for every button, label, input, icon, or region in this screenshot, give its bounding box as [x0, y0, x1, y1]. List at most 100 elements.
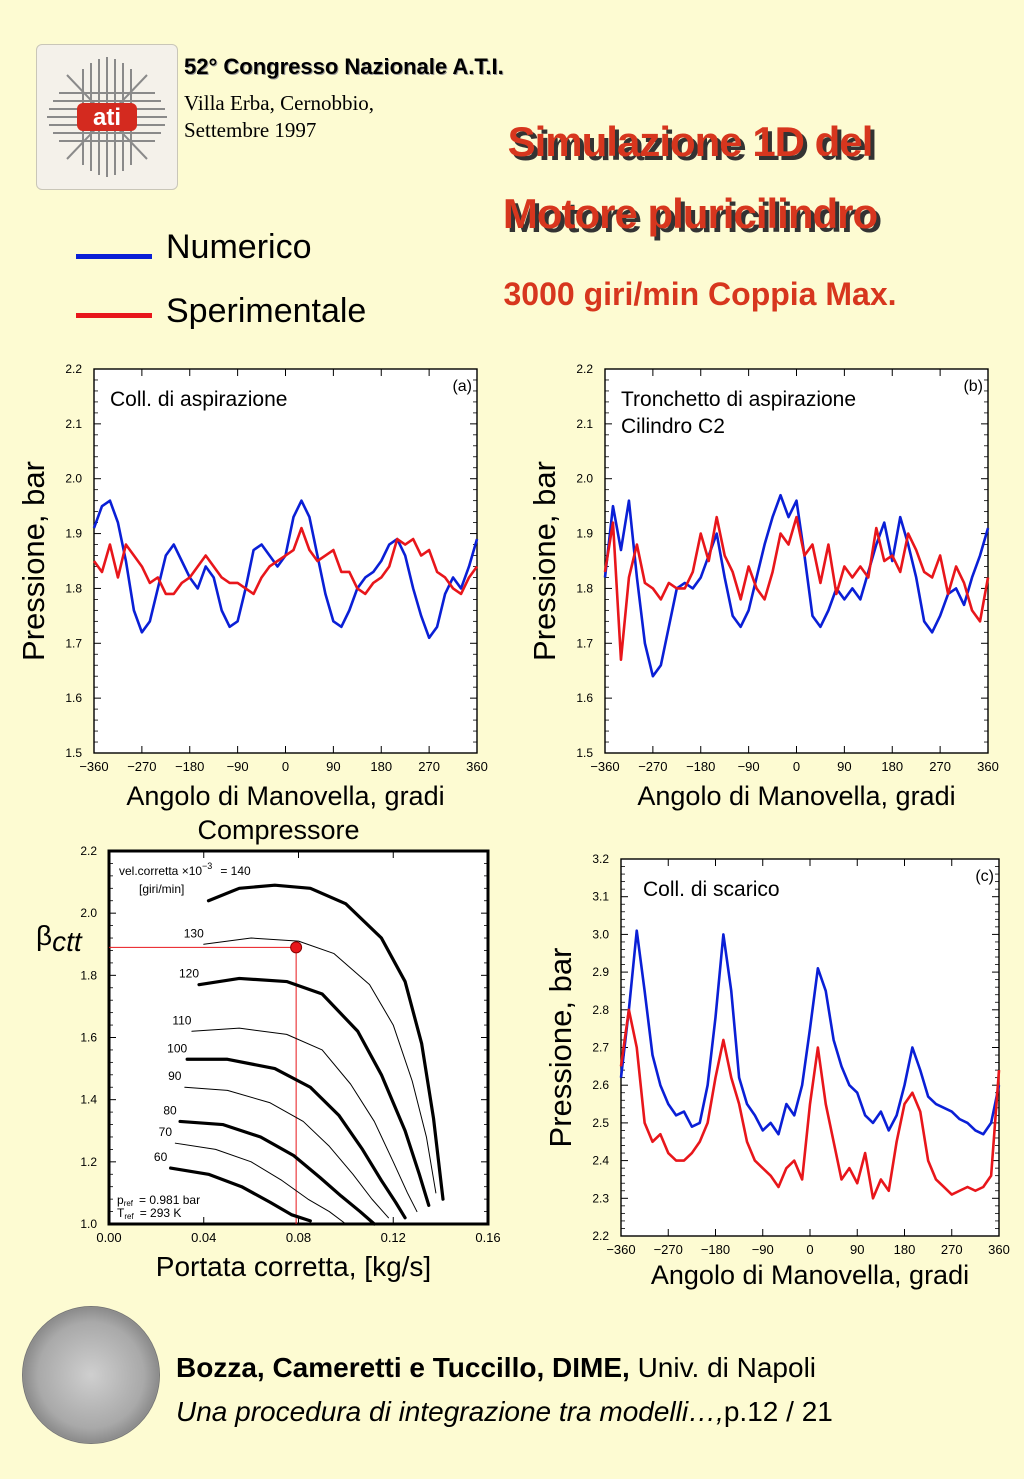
- pref-value: = 0.981 bar: [139, 1193, 200, 1207]
- speed-label-100: 100: [167, 1041, 187, 1055]
- panel-xlabel: Angolo di Manovella, gradi: [651, 1260, 969, 1290]
- series-line-numerico: [603, 493, 990, 678]
- y-tick-label: 3.0: [592, 927, 609, 941]
- plot-frame: [604, 368, 989, 754]
- x-tick-label: −90: [227, 759, 249, 774]
- panel-ylabel: Pressione, bar: [16, 461, 51, 661]
- x-tick-label: 360: [988, 1242, 1010, 1257]
- x-tick-label: 0.16: [475, 1230, 500, 1245]
- x-tick-label: 0.08: [286, 1230, 311, 1245]
- operating-point: [290, 941, 303, 954]
- pref-subscript: ref: [124, 1199, 134, 1208]
- panel-tag: (a): [452, 378, 472, 395]
- y-tick-label: 1.0: [80, 1217, 97, 1231]
- speed-label-130: 130: [184, 926, 204, 940]
- speed-label-60: 60: [154, 1150, 168, 1164]
- speed-line-90: [184, 1086, 390, 1219]
- x-tick-label: −90: [738, 759, 760, 774]
- speed-label-header: vel.corretta ×10−3 = 140: [119, 861, 251, 878]
- x-tick-label: 90: [837, 759, 851, 774]
- x-tick-label: −180: [701, 1242, 730, 1257]
- pref-note: pref = 0.981 bar: [117, 1193, 200, 1208]
- footer-paper: Una procedura di integrazione tra modell…: [176, 1396, 833, 1428]
- y-tick-label: 2.2: [576, 362, 593, 376]
- x-tick-label: −360: [606, 1242, 635, 1257]
- speed-line-70: [174, 1142, 347, 1225]
- y-tick-label: 2.4: [592, 1154, 609, 1168]
- speed-line-130: [203, 937, 437, 1194]
- footer-authors: Bozza, Cameretti e Tuccillo, DIME, Univ.…: [176, 1352, 816, 1384]
- university-seal: [22, 1306, 160, 1444]
- speed-label-exp: −3: [202, 861, 212, 871]
- x-tick-label: 0.04: [191, 1230, 216, 1245]
- panel-tag: (b): [963, 378, 983, 395]
- compressor-xlabel: Portata corretta, [kg/s]: [156, 1251, 431, 1282]
- x-tick-label: −360: [79, 759, 108, 774]
- y-tick-label: 1.9: [576, 527, 593, 541]
- y-tick-label: 1.8: [65, 581, 82, 595]
- y-tick-label: 1.7: [65, 636, 82, 650]
- plot-frame: [107, 849, 490, 1226]
- y-tick-label: 2.7: [592, 1041, 609, 1055]
- chart-a: −360 −270 −180 −90 0 90 180 270 360 1.5 1.6 1.7 1.8 1…: [16, 362, 488, 811]
- x-tick-label: 180: [881, 759, 903, 774]
- speed-label-prefix: vel.corretta ×10: [119, 864, 202, 878]
- speed-line-100: [185, 1057, 407, 1220]
- speed-label-80: 80: [163, 1103, 177, 1117]
- tref-subscript: ref: [124, 1212, 134, 1221]
- legend-label-sperimentale: Sperimentale: [166, 292, 367, 330]
- y-tick-label: 2.0: [65, 472, 82, 486]
- x-tick-label: 360: [977, 759, 999, 774]
- y-tick-label: 2.0: [80, 906, 97, 920]
- x-tick-label: 180: [370, 759, 392, 774]
- congress-venue: Villa Erba, Cernobbio, Settembre 1997: [184, 90, 374, 144]
- series-line-sperimentale: [603, 515, 990, 662]
- x-tick-label: 180: [894, 1242, 916, 1257]
- y-tick-label: 2.2: [80, 844, 97, 858]
- compressor-ylabel-beta: β: [36, 920, 52, 951]
- y-tick-label: 1.8: [80, 968, 97, 982]
- y-tick-label: 2.5: [592, 1116, 609, 1130]
- y-tick-label: 1.4: [80, 1093, 97, 1107]
- speed-line-80: [178, 1119, 376, 1226]
- series-line-numerico: [619, 929, 1001, 1136]
- footer-paper-title: Una procedura di integrazione tra modell…: [176, 1396, 724, 1427]
- x-tick-label: 270: [941, 1242, 963, 1257]
- legend-swatch-sperimentale: [76, 313, 152, 318]
- y-tick-label: 2.3: [592, 1191, 609, 1205]
- panel-annotation: Coll. di scarico: [643, 878, 780, 901]
- x-tick-label: 270: [418, 759, 440, 774]
- x-tick-label: −180: [686, 759, 715, 774]
- series-line-sperimentale: [619, 1008, 1001, 1200]
- x-tick-label: 0.12: [381, 1230, 406, 1245]
- y-tick-label: 2.8: [592, 1003, 609, 1017]
- y-tick-label: 2.2: [592, 1229, 609, 1243]
- legend-swatch-numerico: [76, 254, 152, 259]
- y-tick-label: 1.6: [65, 691, 82, 705]
- ati-logo-text: ati: [93, 104, 121, 131]
- ati-logo-graphic: ati: [47, 57, 167, 177]
- y-tick-label: 2.6: [592, 1078, 609, 1092]
- panel-annotation-line-1: Tronchetto di aspirazione: [621, 388, 856, 411]
- footer-authors-names: Bozza, Cameretti e Tuccillo, DIME,: [176, 1352, 630, 1383]
- x-tick-label: 360: [466, 759, 488, 774]
- speed-label-first: = 140: [220, 864, 251, 878]
- y-tick-label: 3.1: [592, 890, 609, 904]
- legend-label-numerico: Numerico: [166, 228, 312, 266]
- speed-line-120: [197, 976, 431, 1207]
- congress-title: 52° Congresso Nazionale A.T.I.: [184, 54, 504, 79]
- x-tick-label: 0.00: [96, 1230, 121, 1245]
- y-tick-label: 1.6: [80, 1031, 97, 1045]
- x-tick-label: −270: [127, 759, 156, 774]
- speed-units: [giri/min]: [139, 882, 184, 896]
- compressor-ylabel: βctt: [36, 920, 83, 957]
- panel-ylabel: Pressione, bar: [543, 948, 578, 1148]
- plot-frame: [93, 368, 478, 754]
- tref-note: Tref = 293 K: [117, 1206, 181, 1221]
- slide-title-line-2: Motore pluricilindro: [502, 190, 878, 237]
- x-tick-label: 0: [282, 759, 289, 774]
- plot-frame: [620, 858, 1000, 1237]
- panel-xlabel: Angolo di Manovella, gradi: [126, 781, 444, 811]
- compressor-title: Compressore: [197, 815, 359, 845]
